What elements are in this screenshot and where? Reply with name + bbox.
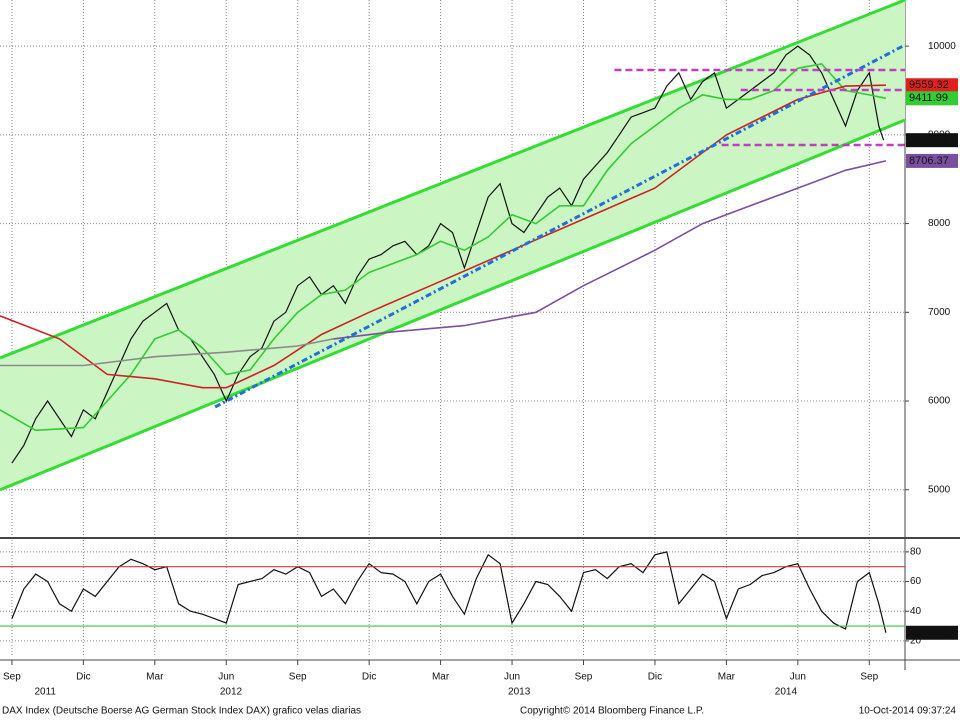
value-label-box [906,91,958,106]
y-tick-label: 8000 [928,218,951,229]
year-label: 2011 [34,687,56,698]
y-tick-label: 7000 [928,307,951,318]
x-tick-label: Dic [76,672,90,683]
y-tick-label: 10000 [928,41,956,52]
value-label: 8940.08 [909,134,949,146]
trend-line [214,43,906,409]
value-label: 9411.99 [909,92,948,104]
value-label: 25.4968 [909,627,949,639]
x-tick-label: Jun [790,672,806,683]
x-tick-label: Jun [504,672,520,683]
year-label: 2013 [508,687,531,698]
x-tick-label: Dic [648,672,662,683]
series-line [0,338,334,367]
value-label-box [906,78,958,93]
footer: DAX Index (Deutsche Boerse AG German Sto… [2,706,361,717]
y-tick-label: 6000 [928,396,951,407]
x-tick-label: Mar [432,672,450,683]
series-line [11,45,885,464]
series-line [333,160,887,340]
series-line [0,84,886,389]
x-tick-label: Jun [218,672,234,683]
year-label: 2012 [220,687,243,698]
y-tick-label: 5000 [928,484,951,495]
value-label-box [906,153,958,168]
value-label: 8706.37 [909,155,949,167]
channel-upper [0,0,906,360]
channel-lower [0,118,906,492]
timestamp: 10-Oct-2014 09:37:24 [859,706,957,717]
value-label-box [906,625,958,640]
copyright: Copyright© 2014 Bloomberg Finance L.P. [520,706,704,717]
y-tick-label: 80 [910,547,922,558]
y-tick-label: 20 [910,636,922,647]
x-tick-label: Dic [362,672,376,683]
x-tick-label: Mar [146,672,164,683]
series-line [0,63,887,432]
value-label: 9559.32 [909,79,949,91]
x-tick-label: Sep [860,672,878,683]
x-tick-label: Mar [718,672,736,683]
series-line [11,551,887,633]
x-tick-label: Sep [289,672,307,683]
value-label-box [906,133,958,148]
y-tick-label: 60 [910,576,922,587]
x-tick-label: Sep [3,672,21,683]
y-tick-label: 40 [910,606,922,617]
year-label: 2014 [775,687,798,698]
x-tick-label: Sep [575,672,593,683]
